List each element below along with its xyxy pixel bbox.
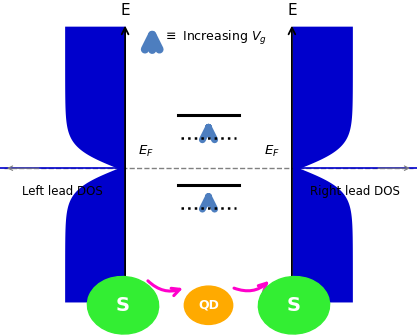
Text: E: E	[120, 3, 130, 18]
Text: E: E	[287, 3, 297, 18]
Text: S: S	[116, 296, 130, 315]
Text: $E_F$: $E_F$	[138, 144, 153, 159]
Text: QD: QD	[198, 299, 219, 312]
Circle shape	[184, 286, 233, 324]
Text: S: S	[287, 296, 301, 315]
Ellipse shape	[259, 276, 329, 334]
Text: Left lead DOS: Left lead DOS	[22, 185, 103, 198]
Text: $\equiv$ Increasing $V_g$: $\equiv$ Increasing $V_g$	[163, 29, 266, 47]
Ellipse shape	[88, 276, 158, 334]
Text: Right lead DOS: Right lead DOS	[309, 185, 399, 198]
Text: $E_F$: $E_F$	[264, 144, 279, 159]
